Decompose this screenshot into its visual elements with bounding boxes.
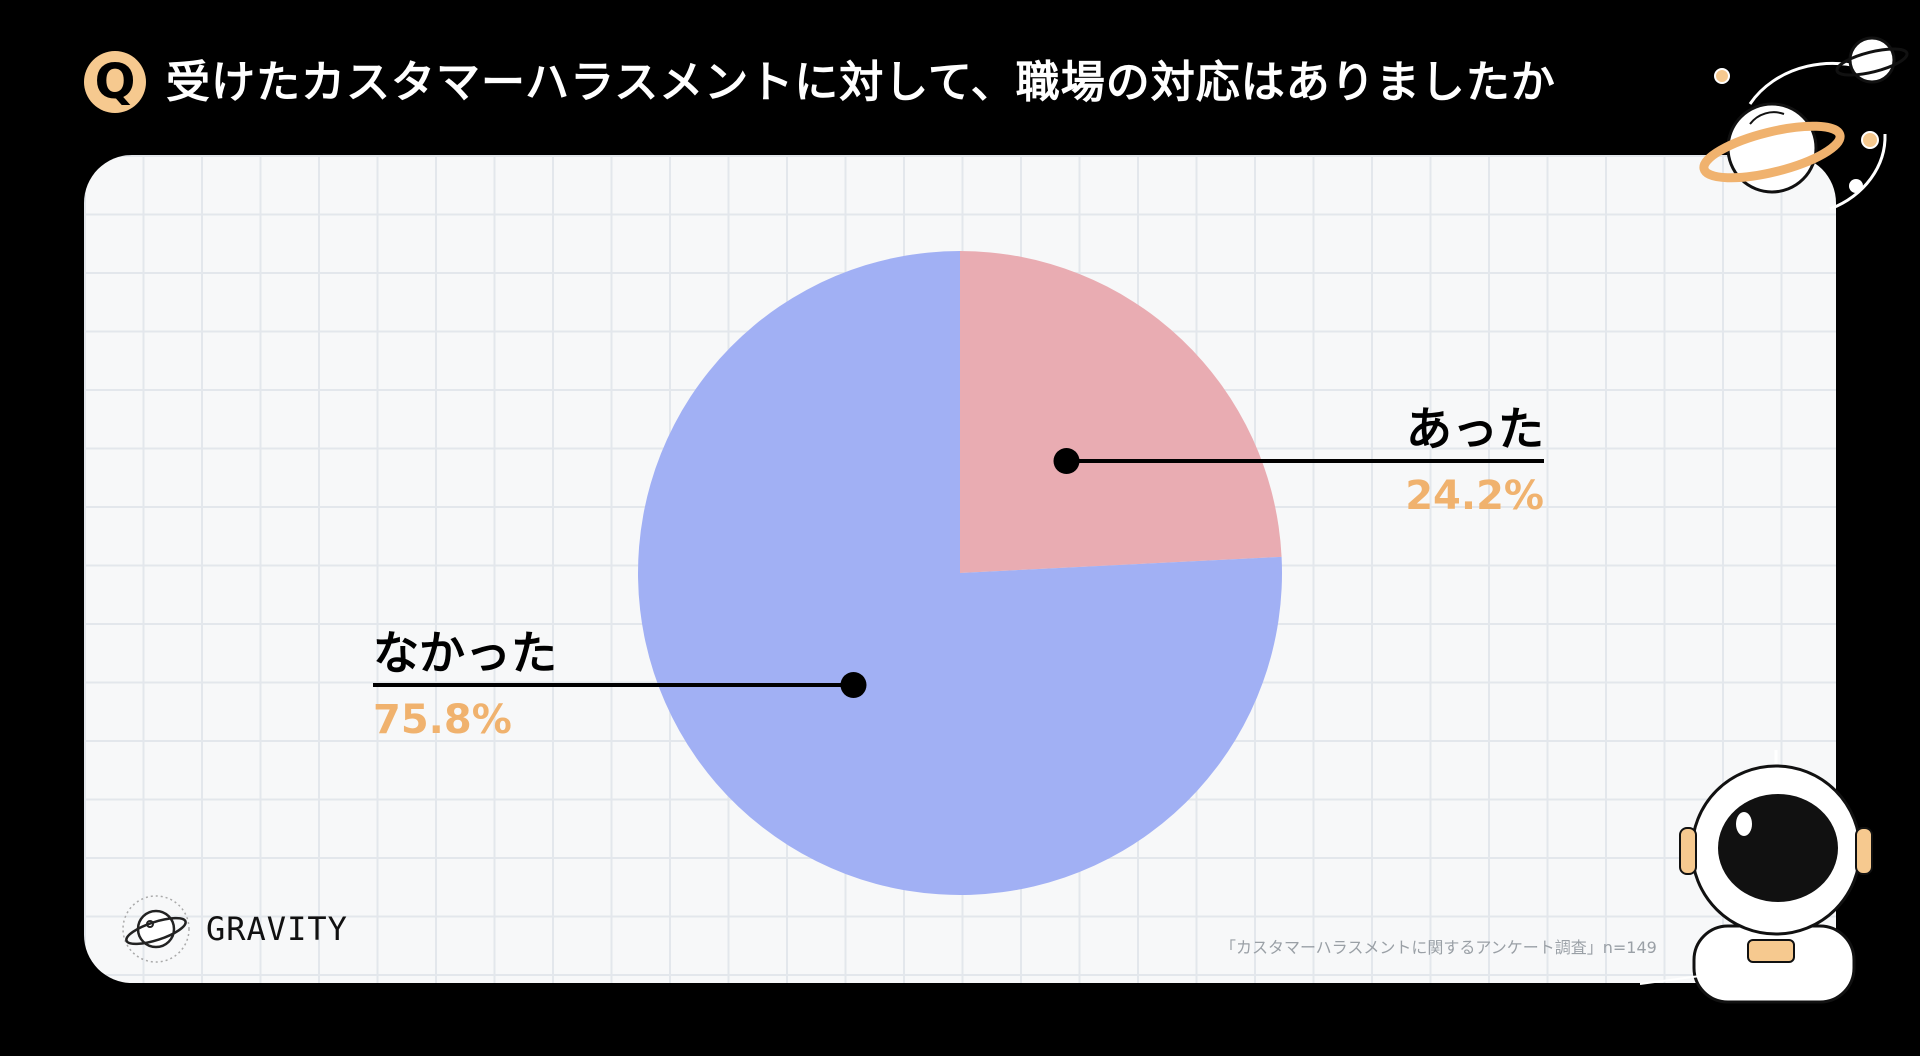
- slice-label-atta: あった: [1406, 401, 1544, 456]
- slice-label-nakatta: なかった: [373, 626, 557, 680]
- question-badge: Q: [84, 51, 146, 113]
- planets-illustration-icon: [1699, 36, 1909, 211]
- pie-chart: [373, 251, 1544, 895]
- leader-dot-1: [840, 672, 867, 699]
- leader-dot-0: [1053, 447, 1080, 474]
- pie-slice-0: [960, 251, 1282, 573]
- page-title: 受けたカスタマーハラスメントに対して、職場の対応はありましたか: [166, 57, 1556, 108]
- source-note: 「カスタマーハラスメントに関するアンケート調査」n=149: [1220, 938, 1657, 957]
- planet-logo-icon: [122, 895, 190, 963]
- pie-slice-1: [638, 251, 1282, 895]
- chart-card: あった 24.2% なかった 75.8%: [84, 155, 1836, 983]
- slice-percent-atta: 24.2%: [1405, 472, 1544, 519]
- brand-logo: GRAVITY: [120, 893, 348, 965]
- brand-name: GRAVITY: [206, 910, 348, 948]
- slice-percent-nakatta: 75.8%: [373, 697, 512, 743]
- astronaut-illustration-icon: [1640, 750, 1873, 1004]
